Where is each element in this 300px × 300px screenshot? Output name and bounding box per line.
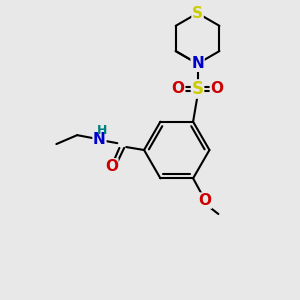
Text: O: O — [210, 82, 224, 97]
Text: O: O — [105, 159, 118, 174]
Text: O: O — [172, 82, 185, 97]
Text: N: N — [191, 56, 204, 71]
Text: S: S — [192, 6, 203, 21]
Text: H: H — [97, 124, 108, 137]
Text: S: S — [192, 80, 204, 98]
Text: O: O — [199, 193, 212, 208]
Text: N: N — [93, 132, 106, 147]
